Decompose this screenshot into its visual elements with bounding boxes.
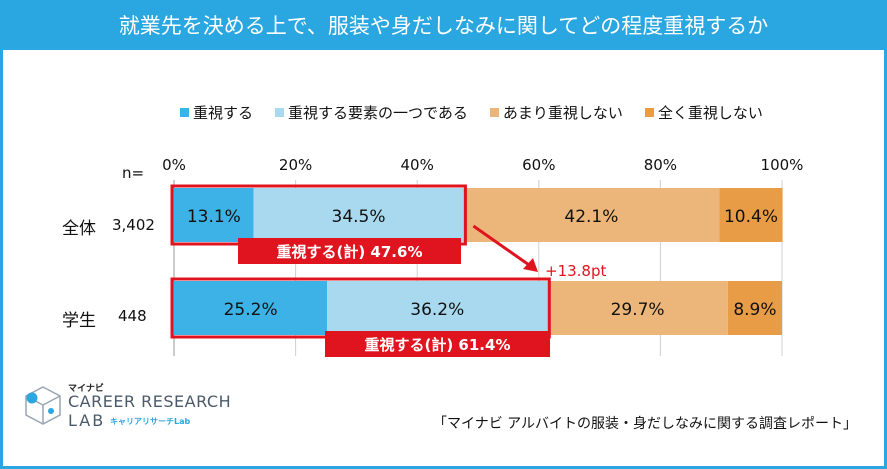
career-research-lab-logo: マイナビ CAREER RESEARCH LAB キャリアリサーチLab <box>20 381 231 431</box>
n-value-student: 448 <box>118 307 147 325</box>
legend-swatch-1 <box>180 108 189 117</box>
bar-value-label: 8.9% <box>733 300 776 320</box>
n-value-total: 3,402 <box>112 216 155 234</box>
legend-item-3: あまり重視しない <box>489 102 623 123</box>
bar-value-label: 10.4% <box>724 207 778 227</box>
legend-item-1: 重視する <box>180 102 253 123</box>
bar-segment <box>327 281 548 335</box>
cube-logo-icon <box>25 386 61 425</box>
bar-segment <box>547 281 728 335</box>
legend: 重視する 重視する要素の一つである あまり重視しない 全く重視しない <box>180 102 785 123</box>
x-tick-label: 60% <box>522 156 555 174</box>
bar-segment <box>253 188 464 242</box>
bar-value-label: 34.5% <box>332 207 386 227</box>
legend-swatch-4 <box>644 108 654 117</box>
logo-brand: マイナビ <box>68 384 104 394</box>
legend-swatch-3 <box>489 108 499 117</box>
legend-swatch-2 <box>275 108 285 117</box>
source-note: 「マイナビ アルバイトの服装・身だしなみに関する調査レポート」 <box>432 416 857 432</box>
x-tick-label: 40% <box>401 156 434 174</box>
legend-item-4: 全く重視しない <box>644 102 763 123</box>
logo-sub: キャリアリサーチLab <box>110 417 191 426</box>
x-tick-label: 20% <box>279 156 312 174</box>
n-label: n= <box>122 164 145 182</box>
legend-item-2: 重視する要素の一つである <box>275 102 468 123</box>
x-tick-label: 100% <box>761 156 804 174</box>
legend-label-1: 重視する <box>193 104 254 122</box>
difference-label: +13.8pt <box>545 262 606 280</box>
bar-value-label: 25.2% <box>224 300 278 320</box>
total-label: 重視する(計) 61.4% <box>365 336 511 354</box>
bar-segment <box>174 188 254 242</box>
total-label-box <box>325 331 550 357</box>
total-label: 重視する(計) 47.6% <box>277 243 423 261</box>
logo-line2: LAB <box>68 411 106 430</box>
bar-segment <box>174 281 328 335</box>
bar-value-label: 29.7% <box>611 300 665 320</box>
x-tick-label: 80% <box>644 156 677 174</box>
difference-arrow-line <box>472 224 533 269</box>
logo-line1: CAREER RESEARCH <box>68 392 232 411</box>
bar-segment <box>463 188 720 242</box>
bar-segment <box>719 188 783 242</box>
bar-value-label: 42.1% <box>564 207 618 227</box>
category-label-total: 全体 <box>62 219 96 239</box>
x-tick-label: 0% <box>162 156 186 174</box>
bar-segment <box>727 281 782 335</box>
chart-title: 就業先を決める上で、服装や身だしなみに関してどの程度重視するか <box>0 0 887 50</box>
legend-label-2: 重視する要素の一つである <box>288 104 468 122</box>
legend-label-4: 全く重視しない <box>657 104 763 122</box>
total-label-box <box>238 238 461 264</box>
difference-arrow-head <box>523 258 538 272</box>
bar-value-label: 36.2% <box>410 300 464 320</box>
category-label-student: 学生 <box>62 311 96 331</box>
legend-label-3: あまり重視しない <box>502 104 623 122</box>
bar-value-label: 13.1% <box>187 207 241 227</box>
